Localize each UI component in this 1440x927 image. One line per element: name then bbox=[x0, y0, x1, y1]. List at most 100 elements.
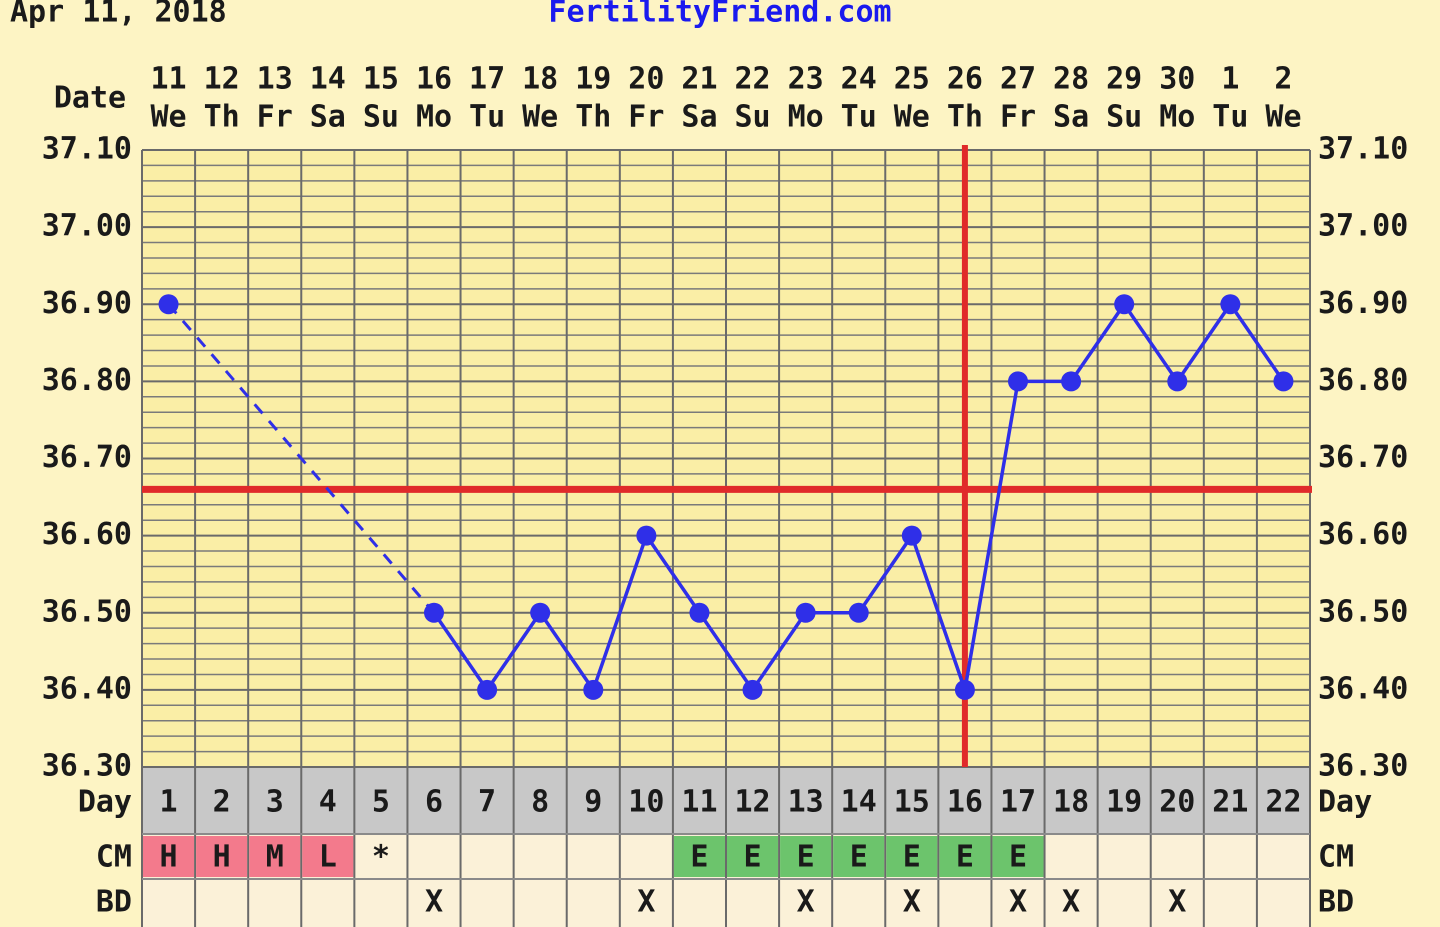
cm-cell bbox=[939, 836, 991, 877]
weekday-label: Tu bbox=[841, 100, 877, 135]
cm-cell bbox=[992, 836, 1044, 877]
bd-value: X bbox=[637, 885, 655, 920]
x-tick-label: 20 bbox=[628, 62, 664, 97]
y-tick-label: 37.00 bbox=[42, 209, 132, 244]
y-tick-label: 36.30 bbox=[42, 749, 132, 784]
cm-value: E bbox=[956, 840, 974, 875]
weekday-label: Th bbox=[947, 100, 983, 135]
temperature-point bbox=[954, 679, 975, 700]
day-number: 9 bbox=[584, 785, 602, 820]
day-number: 12 bbox=[734, 785, 770, 820]
day-number: 19 bbox=[1106, 785, 1142, 820]
temperature-point bbox=[689, 602, 710, 623]
y-tick-label: 36.70 bbox=[42, 440, 132, 475]
day-number: 5 bbox=[372, 785, 390, 820]
site-name: FertilityFriend.com bbox=[548, 0, 891, 30]
y-tick-label-right: 37.00 bbox=[1318, 209, 1408, 244]
cm-value: E bbox=[1009, 840, 1027, 875]
x-tick-label: 22 bbox=[734, 62, 770, 97]
weekday-label: Su bbox=[734, 100, 770, 135]
weekday-label: Mo bbox=[416, 100, 452, 135]
weekday-label: Fr bbox=[257, 100, 293, 135]
x-tick-label: 25 bbox=[894, 62, 930, 97]
y-tick-label: 36.60 bbox=[42, 517, 132, 552]
cm-cell bbox=[302, 836, 354, 877]
day-number: 18 bbox=[1053, 785, 1089, 820]
y-tick-label-right: 36.30 bbox=[1318, 749, 1408, 784]
cm-value: E bbox=[850, 840, 868, 875]
cm-label-right: CM bbox=[1318, 840, 1354, 875]
x-tick-label: 24 bbox=[841, 62, 877, 97]
x-tick-label: 13 bbox=[257, 62, 293, 97]
y-tick-label-right: 36.50 bbox=[1318, 594, 1408, 629]
day-number: 1 bbox=[160, 785, 178, 820]
temperature-point bbox=[158, 294, 179, 315]
y-tick-label-right: 36.80 bbox=[1318, 363, 1408, 398]
weekday-label: Sa bbox=[681, 100, 717, 135]
weekday-label: We bbox=[1265, 100, 1301, 135]
x-tick-label: 15 bbox=[363, 62, 399, 97]
weekday-label: Su bbox=[363, 100, 399, 135]
x-tick-label: 2 bbox=[1274, 62, 1292, 97]
x-tick-label: 30 bbox=[1159, 62, 1195, 97]
cm-value: H bbox=[213, 840, 231, 875]
cm-value: E bbox=[744, 840, 762, 875]
day-number: 6 bbox=[425, 785, 443, 820]
y-tick-label-right: 36.60 bbox=[1318, 517, 1408, 552]
temperature-point bbox=[583, 679, 604, 700]
temperature-point bbox=[1114, 294, 1135, 315]
x-tick-label: 19 bbox=[575, 62, 611, 97]
x-tick-label: 17 bbox=[469, 62, 505, 97]
temperature-point bbox=[1220, 294, 1241, 315]
day-number: 14 bbox=[841, 785, 877, 820]
weekday-label: We bbox=[150, 100, 186, 135]
cm-value: E bbox=[690, 840, 708, 875]
weekday-label: Mo bbox=[1159, 100, 1195, 135]
cm-value: L bbox=[319, 840, 337, 875]
day-number: 21 bbox=[1212, 785, 1248, 820]
x-tick-label: 28 bbox=[1053, 62, 1089, 97]
y-tick-label: 37.10 bbox=[42, 132, 132, 167]
temperature-point bbox=[848, 602, 869, 623]
bd-label-right: BD bbox=[1318, 885, 1354, 920]
day-number: 8 bbox=[531, 785, 549, 820]
day-number: 13 bbox=[788, 785, 824, 820]
interpolated-line bbox=[167, 303, 436, 614]
date-label: Date bbox=[54, 81, 126, 116]
cm-value: H bbox=[160, 840, 178, 875]
day-label: Day bbox=[78, 785, 132, 820]
x-tick-label: 21 bbox=[681, 62, 717, 97]
cm-value: E bbox=[797, 840, 815, 875]
bd-label: BD bbox=[96, 885, 132, 920]
day-number: 15 bbox=[894, 785, 930, 820]
x-tick-label: 11 bbox=[150, 62, 186, 97]
cm-value: * bbox=[372, 840, 390, 875]
cm-cell bbox=[249, 836, 301, 877]
weekday-label: Sa bbox=[1053, 100, 1089, 135]
y-tick-label-right: 36.70 bbox=[1318, 440, 1408, 475]
temperature-point bbox=[477, 679, 498, 700]
y-tick-label-right: 36.90 bbox=[1318, 286, 1408, 321]
x-tick-label: 1 bbox=[1221, 62, 1239, 97]
day-number: 16 bbox=[947, 785, 983, 820]
bd-value: X bbox=[903, 885, 921, 920]
header-date: Apr 11, 2018 bbox=[10, 0, 227, 30]
day-number: 20 bbox=[1159, 785, 1195, 820]
temperature-point bbox=[795, 602, 816, 623]
x-tick-label: 16 bbox=[416, 62, 452, 97]
x-tick-label: 23 bbox=[788, 62, 824, 97]
cm-label: CM bbox=[96, 840, 132, 875]
weekday-label: Th bbox=[575, 100, 611, 135]
temperature-point bbox=[636, 525, 657, 546]
cm-cell bbox=[833, 836, 885, 877]
x-tick-label: 18 bbox=[522, 62, 558, 97]
bd-value: X bbox=[797, 885, 815, 920]
y-tick-label: 36.50 bbox=[42, 594, 132, 629]
weekday-label: Tu bbox=[469, 100, 505, 135]
weekday-label: Fr bbox=[628, 100, 664, 135]
day-number: 7 bbox=[478, 785, 496, 820]
weekday-label: Th bbox=[204, 100, 240, 135]
day-number: 2 bbox=[213, 785, 231, 820]
day-number: 11 bbox=[681, 785, 717, 820]
